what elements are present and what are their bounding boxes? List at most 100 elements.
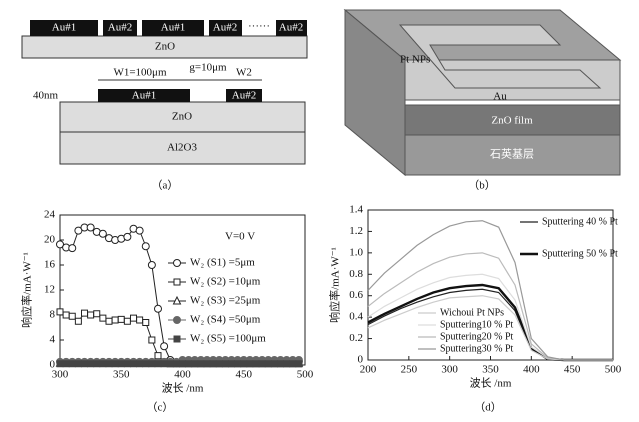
marker xyxy=(117,315,125,323)
marker xyxy=(111,316,119,324)
label: ZnO film xyxy=(491,115,533,127)
marker xyxy=(148,360,156,368)
caption: （b） xyxy=(468,179,496,192)
marker xyxy=(289,360,297,368)
x-tick-label: 300 xyxy=(52,369,69,381)
electrode xyxy=(30,20,98,36)
marker xyxy=(62,311,70,319)
marker xyxy=(135,226,144,235)
electrode xyxy=(103,20,137,36)
y-tick-label: 0 xyxy=(50,359,56,371)
marker xyxy=(130,314,137,322)
y-tick-label: 12 xyxy=(44,284,55,296)
label: ZnO xyxy=(155,41,175,53)
legend-label: Sputtering30 % Pt xyxy=(440,343,514,354)
marker xyxy=(295,360,303,368)
marker xyxy=(197,360,205,368)
y-tick-label: 1.0 xyxy=(349,246,363,258)
y-tick-label: 4 xyxy=(50,334,56,346)
marker xyxy=(147,261,156,269)
x-tick-label: 300 xyxy=(441,364,458,376)
marker xyxy=(111,360,119,368)
x-tick-label: 500 xyxy=(605,364,622,376)
label: Pt NPs xyxy=(400,54,430,66)
label: Au#2 xyxy=(232,90,256,102)
label: Au#1 xyxy=(161,22,185,34)
legend-label: W₂ (S1) =5μm xyxy=(190,257,255,269)
x-tick-label: 500 xyxy=(297,369,314,381)
y-tick-label: 20 xyxy=(44,234,56,246)
label: Au xyxy=(493,91,507,103)
x-axis-label: 波长 /nm xyxy=(162,382,204,395)
caption: （a） xyxy=(152,179,179,192)
label: Au#2 xyxy=(108,22,132,34)
marker xyxy=(93,310,101,318)
marker xyxy=(215,360,223,368)
marker xyxy=(68,244,77,253)
label: ······ xyxy=(248,21,270,33)
marker xyxy=(123,360,131,368)
marker xyxy=(81,360,88,368)
legend-label: Wichoui Pt NPs xyxy=(440,307,504,318)
y-tick-label: 0 xyxy=(358,354,364,366)
legend-marker xyxy=(173,335,181,343)
y-axis-label: 响应率/mA·W⁻¹ xyxy=(328,247,342,323)
marker xyxy=(209,360,217,368)
marker xyxy=(74,360,82,368)
y-tick-label: 16 xyxy=(44,259,56,271)
marker xyxy=(87,311,95,319)
film xyxy=(404,104,621,136)
marker xyxy=(99,314,107,322)
marker xyxy=(141,242,150,251)
electrode xyxy=(209,20,242,36)
legend-marker xyxy=(173,259,181,267)
y-tick-label: 1.4 xyxy=(349,204,363,216)
series-line xyxy=(367,220,613,361)
marker xyxy=(160,342,169,351)
label: Au#2 xyxy=(213,22,237,34)
y-tick-label: 1.2 xyxy=(349,225,363,237)
electrode xyxy=(226,89,262,102)
marker xyxy=(56,240,64,249)
marker xyxy=(74,317,82,325)
marker xyxy=(228,360,235,368)
legend-marker xyxy=(173,316,181,324)
label: W2 xyxy=(236,67,252,79)
x-tick-label: 350 xyxy=(482,364,499,376)
y-tick-label: 0.4 xyxy=(349,311,363,323)
x-axis-label: 波长 /nm xyxy=(470,377,512,390)
legend-label: Sputtering 50 % Pt xyxy=(542,248,618,259)
electrode xyxy=(276,20,307,36)
marker xyxy=(277,360,284,368)
marker xyxy=(68,360,76,368)
marker xyxy=(172,360,180,368)
marker xyxy=(154,352,162,360)
marker xyxy=(56,308,64,316)
marker xyxy=(136,360,144,368)
marker xyxy=(148,336,156,344)
annotation: V=0 V xyxy=(225,231,255,243)
label: Au#1 xyxy=(52,22,76,34)
legend-label: W₂ (S3) =25μm xyxy=(190,295,261,307)
marker xyxy=(191,360,199,368)
marker xyxy=(252,360,260,368)
label: Au#2 xyxy=(279,22,303,34)
pt-region xyxy=(398,24,602,89)
marker xyxy=(81,309,88,317)
marker xyxy=(160,360,168,368)
marker xyxy=(105,360,113,368)
marker xyxy=(130,360,137,368)
x-tick-label: 400 xyxy=(174,369,191,381)
y-tick-label: 8 xyxy=(50,309,56,321)
legend-label: Sputtering10 % Pt xyxy=(440,319,514,330)
y-tick-label: 0.6 xyxy=(349,289,363,301)
y-tick-label: 24 xyxy=(44,209,56,221)
marker xyxy=(68,312,76,320)
x-tick-label: 350 xyxy=(113,369,130,381)
y-tick-label: 0.8 xyxy=(349,268,363,280)
label: Au#1 xyxy=(132,90,156,102)
x-tick-label: 200 xyxy=(360,364,377,376)
marker xyxy=(240,360,248,368)
legend-label: Sputtering20 % Pt xyxy=(440,331,514,342)
